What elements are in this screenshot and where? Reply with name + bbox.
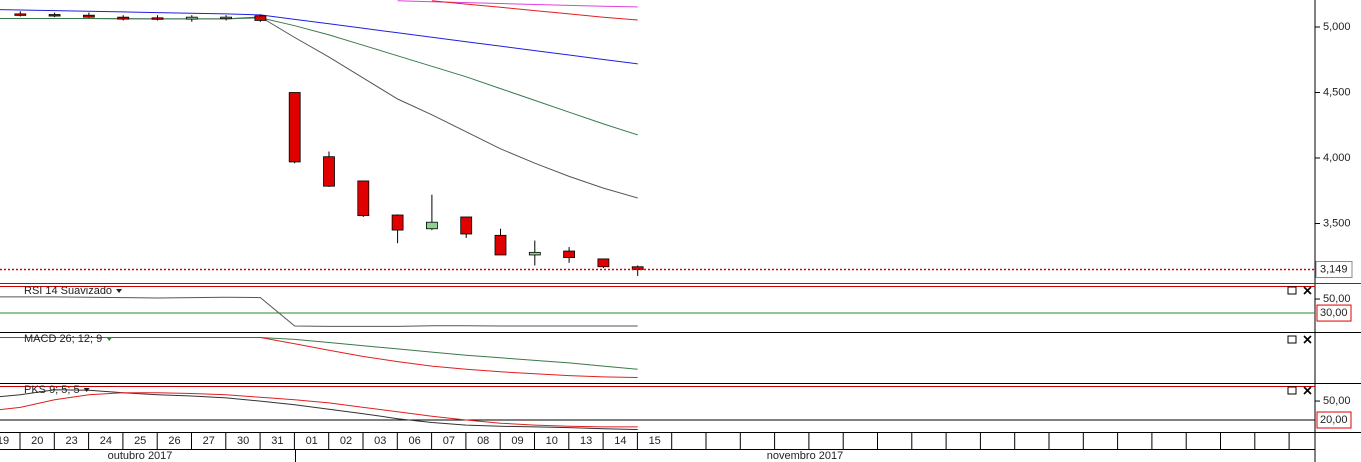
candle-body	[425, 221, 438, 230]
candle-body	[288, 92, 301, 163]
candle-body	[494, 234, 507, 256]
candle-body	[48, 14, 61, 17]
y-tick-label: 5,000	[1323, 21, 1351, 33]
candle-body	[391, 214, 404, 231]
candle-body	[185, 16, 198, 20]
close-icon[interactable]	[1303, 286, 1312, 295]
x-tick-label: 06	[408, 435, 420, 447]
plot-area	[0, 296, 1315, 327]
x-tick-label: 08	[477, 435, 489, 447]
moving-average	[431, 0, 638, 21]
x-tick-label: 07	[443, 435, 455, 447]
x-tick-label: 13	[580, 435, 592, 447]
month-label: outubro 2017	[108, 450, 173, 462]
y-tick-label: 50,00	[1323, 293, 1351, 305]
indicator-line	[0, 389, 638, 430]
x-tick-label: 31	[271, 435, 283, 447]
maximize-icon[interactable]	[1287, 286, 1297, 295]
close-icon[interactable]	[1303, 386, 1312, 395]
x-tick-label: 02	[340, 435, 352, 447]
candle-body	[357, 180, 370, 217]
x-tick-label: 30	[237, 435, 249, 447]
x-tick-label: 01	[306, 435, 318, 447]
maximize-icon[interactable]	[1287, 335, 1297, 344]
y-tick-label: 4,000	[1323, 152, 1351, 164]
last-price-label: 3,149	[1320, 263, 1348, 275]
candle-body	[528, 251, 541, 256]
candle-body	[14, 13, 27, 16]
y-tick-label: 3,500	[1323, 217, 1351, 229]
level-box	[1316, 304, 1352, 322]
plot-area	[0, 0, 644, 276]
title-dropdown[interactable]	[116, 289, 123, 293]
moving-average	[0, 17, 638, 136]
candle-body	[83, 14, 95, 18]
panel-icons	[1287, 286, 1312, 395]
candle-body	[151, 17, 164, 20]
moving-average	[0, 9, 638, 65]
x-tick-label: 27	[203, 435, 215, 447]
panel-title: RSI 14 Suavizado	[24, 285, 112, 297]
panel-title: MACD 26; 12; 9	[24, 333, 102, 345]
panel-title: PKS 9; 5; 5	[24, 384, 80, 396]
candle-body	[254, 15, 267, 21]
x-tick-label: 10	[546, 435, 558, 447]
title-dropdown[interactable]	[83, 388, 90, 392]
level-label: 30,00	[1320, 307, 1348, 319]
x-tick-label: 03	[374, 435, 386, 447]
level-box	[1316, 411, 1352, 429]
y-tick-label: 50,00	[1323, 395, 1351, 407]
x-tick-label: 14	[614, 435, 626, 447]
maximize-icon[interactable]	[1287, 386, 1297, 395]
plot-area	[0, 389, 1315, 430]
x-tick-label: 09	[511, 435, 523, 447]
candle-body	[563, 250, 575, 258]
x-tick-label: 23	[65, 435, 77, 447]
x-tick-label: 26	[168, 435, 180, 447]
plot-area	[0, 337, 638, 378]
indicator-line	[0, 296, 638, 327]
level-label: 20,00	[1320, 414, 1348, 426]
x-tick-label: 20	[31, 435, 43, 447]
y-tick-label: 4,500	[1323, 86, 1351, 98]
indicator-line	[0, 337, 638, 378]
close-icon[interactable]	[1303, 335, 1312, 344]
x-tick-label: 25	[134, 435, 146, 447]
candle-body	[323, 156, 335, 187]
candle-body	[460, 216, 473, 235]
indicator-line	[0, 392, 638, 428]
x-tick-label: 15	[649, 435, 661, 447]
candle-body	[597, 258, 610, 268]
month-label: novembro 2017	[767, 450, 843, 462]
candle-body	[117, 16, 130, 20]
title-dropdown[interactable]	[106, 337, 113, 341]
x-tick-label: 19	[0, 435, 9, 447]
last-price-box	[1315, 261, 1353, 279]
candle-body	[220, 16, 233, 20]
x-tick-label: 24	[100, 435, 112, 447]
